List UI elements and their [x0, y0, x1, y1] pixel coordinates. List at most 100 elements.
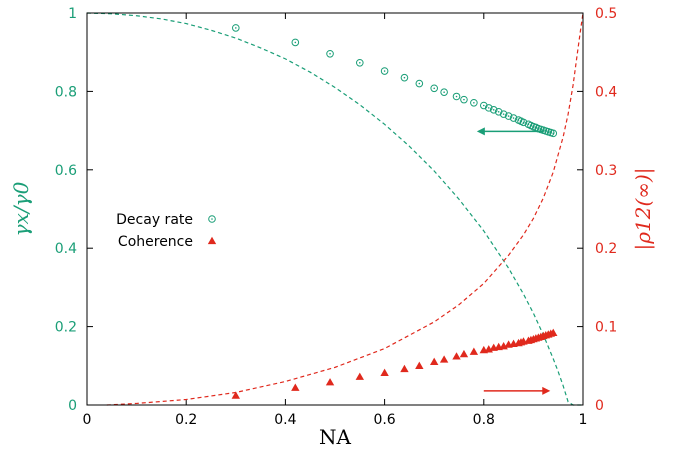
decay-dashed-curve — [86, 12, 583, 406]
x-tick-label: 1 — [579, 412, 588, 428]
legend-marker-coherence — [207, 236, 217, 245]
y-tick-label-right: 0.2 — [595, 241, 617, 257]
decay-rate-point-center — [294, 41, 297, 44]
decay-rate-point-center — [552, 132, 555, 135]
decay-rate-point-center — [403, 76, 406, 79]
coherence-point — [325, 378, 335, 386]
decay-rate-point — [356, 58, 364, 67]
decay-rate-point-ring — [480, 101, 488, 110]
x-tick-label: 0 — [83, 412, 92, 428]
decay-rate-point-center — [497, 110, 500, 113]
decay-rate-point-ring — [494, 107, 503, 116]
y-tick-label-right: 0.3 — [595, 163, 617, 179]
coherence-point — [430, 357, 439, 366]
y-tick-label-left: 0.2 — [55, 320, 77, 336]
legend-marker-decay-ring — [208, 215, 216, 223]
decay-rate-point — [326, 49, 334, 58]
decay-rate-point-ring — [326, 49, 334, 58]
decay-rate-point-ring — [415, 79, 424, 88]
dashed-curves — [86, 12, 584, 406]
decay-rate-point-ring — [484, 104, 493, 112]
decay-rate-point-center — [418, 82, 421, 85]
decay-rate-point — [484, 104, 493, 112]
coherence-point — [415, 361, 424, 369]
decay-rate-point-center — [507, 115, 510, 117]
y-axis-label-left: γx/γ0 — [9, 181, 33, 236]
decay-rate-point-ring — [460, 95, 468, 104]
decay-rate-point-center — [383, 70, 386, 72]
coherence-point — [231, 391, 240, 399]
decay-rate-point-ring — [400, 73, 409, 82]
coherence-point — [469, 347, 479, 355]
decay-rate-point-ring — [380, 67, 389, 75]
x-tick-label: 0.6 — [373, 412, 395, 428]
decay-rate-point — [460, 95, 468, 104]
x-tick-label: 0.2 — [175, 412, 197, 428]
arrow-left-icon — [476, 127, 544, 136]
x-tick-label: 0.8 — [473, 412, 495, 428]
decay-rate-point-center — [487, 107, 490, 109]
decay-rate-point-ring — [509, 114, 518, 122]
decay-rate-point — [519, 118, 528, 127]
decay-rate-point — [509, 114, 518, 122]
decay-rate-point-center — [433, 87, 436, 90]
decay-rate-point — [400, 73, 409, 82]
arrow-head — [476, 127, 485, 136]
decay-rate-point-center — [473, 101, 475, 104]
coherence-point — [380, 368, 389, 377]
legend-marker-decay — [208, 215, 216, 223]
decay-rate-point-ring — [504, 112, 513, 120]
decay-rate-point-center — [522, 121, 525, 124]
legend-label: Coherence — [118, 234, 193, 250]
arrow-right-icon — [483, 386, 551, 395]
x-tick-label: 0.4 — [274, 412, 296, 428]
decay-rate-point-center — [235, 27, 237, 29]
y-tick-label-right: 0 — [595, 398, 604, 414]
decay-rate-point-ring — [430, 84, 439, 93]
decay-rate-point — [232, 24, 240, 32]
decay-rate-point — [380, 67, 389, 75]
coherence-dashed-curve — [106, 12, 584, 406]
decay-rate-point-center — [492, 109, 495, 111]
decay-rate-point-center — [483, 104, 485, 107]
decay-rate-point-center — [512, 117, 515, 119]
legend: Decay rate Coherence — [116, 212, 217, 250]
decay-rate-point-center — [443, 91, 445, 93]
decay-rate-point — [499, 110, 508, 118]
ticks-layer: 0 0.2 0.4 0.6 0.8 100.20.40.60.8100.10.20.30.… — [55, 6, 618, 428]
arrows — [476, 127, 551, 395]
decay-rate-point-ring — [452, 92, 461, 101]
decay-rate-point — [430, 84, 439, 93]
decay-rate-point-ring — [291, 38, 300, 47]
decay-rate-point — [452, 92, 461, 101]
decay-rate-point-ring — [499, 110, 508, 118]
y-tick-label-right: 0.4 — [595, 84, 617, 100]
decay-rate-point — [480, 101, 488, 110]
coherence-point — [452, 352, 461, 360]
decay-rate-point-center — [455, 95, 458, 98]
y-tick-label-right: 0.5 — [595, 6, 617, 22]
decay-rate-point-center — [502, 113, 505, 115]
decay-rate-point-center — [359, 61, 361, 64]
coherence-point — [355, 372, 364, 380]
decay-rate-point — [470, 98, 478, 107]
y-tick-label-right: 0.1 — [595, 320, 617, 336]
decay-rate-point — [291, 38, 300, 47]
decay-rate-point-ring — [549, 129, 558, 138]
y-tick-label-left: 0 — [68, 398, 77, 414]
decay-rate-point-ring — [440, 88, 448, 96]
data-points — [231, 24, 558, 399]
decay-rate-point-ring — [470, 98, 478, 107]
y-tick-label-left: 1 — [68, 6, 77, 22]
decay-rate-point — [440, 88, 448, 96]
decay-rate-point-ring — [489, 106, 498, 114]
y-tick-label-left: 0.8 — [55, 84, 77, 100]
coherence-point — [291, 383, 300, 391]
legend-marker-decay-center — [211, 218, 213, 220]
coherence-point — [459, 349, 469, 358]
decay-rate-point-center — [329, 52, 331, 55]
x-axis-label: NA — [319, 425, 352, 449]
plot-frame — [86, 12, 584, 406]
y-tick-label-left: 0.4 — [55, 241, 77, 257]
